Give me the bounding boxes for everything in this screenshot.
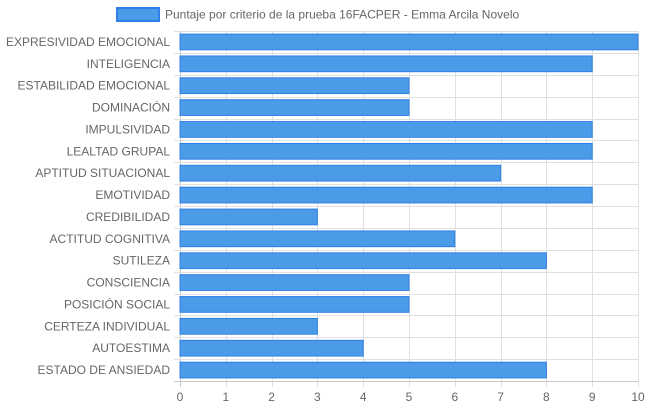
category-label: IMPULSIVIDAD bbox=[85, 122, 170, 136]
x-tick-label: 3 bbox=[314, 390, 321, 404]
x-tick-label: 9 bbox=[589, 390, 596, 404]
category-label: CONSCIENCIA bbox=[87, 276, 170, 290]
x-tick-label: 8 bbox=[543, 390, 550, 404]
bar[interactable] bbox=[179, 317, 318, 335]
x-tick-label: 2 bbox=[268, 390, 275, 404]
x-tick-label: 0 bbox=[177, 390, 184, 404]
category-label: DOMINACIÓN bbox=[92, 100, 170, 115]
bar[interactable] bbox=[179, 77, 410, 95]
bar[interactable] bbox=[179, 55, 593, 73]
category-label: EXPRESIVIDAD EMOCIONAL bbox=[6, 35, 170, 49]
x-tick-label: 10 bbox=[631, 390, 645, 404]
bar[interactable] bbox=[179, 33, 639, 51]
bar[interactable] bbox=[179, 339, 364, 357]
category-label: APTITUD SITUACIONAL bbox=[35, 166, 170, 180]
category-label: ACTITUD COGNITIVA bbox=[50, 232, 170, 246]
category-label: AUTOESTIMA bbox=[92, 341, 170, 355]
legend-swatch bbox=[116, 7, 160, 22]
bar[interactable] bbox=[179, 252, 547, 270]
bar[interactable] bbox=[179, 99, 410, 116]
x-tick-label: 7 bbox=[497, 390, 504, 404]
legend-label: Puntaje por criterio de la prueba 16FACP… bbox=[165, 8, 519, 22]
bar[interactable] bbox=[179, 208, 318, 226]
bar[interactable] bbox=[179, 164, 502, 182]
bars bbox=[179, 33, 639, 379]
category-labels: EXPRESIVIDAD EMOCIONAL INTELIGENCIA ESTABI… bbox=[6, 35, 170, 377]
category-label: ESTABILIDAD EMOCIONAL bbox=[18, 79, 171, 93]
legend[interactable]: Puntaje por criterio de la prueba 16FACP… bbox=[116, 7, 519, 22]
x-tick-label: 6 bbox=[451, 390, 458, 404]
category-label: CERTEZA INDIVIDUAL bbox=[44, 319, 170, 333]
bar[interactable] bbox=[179, 121, 593, 138]
category-label: CREDIBILIDAD bbox=[86, 210, 170, 224]
category-label: LEALTAD GRUPAL bbox=[67, 144, 171, 158]
category-label: SUTILEZA bbox=[113, 254, 170, 268]
x-tick-label: 5 bbox=[406, 390, 413, 404]
category-label: ESTADO DE ANSIEDAD bbox=[38, 363, 171, 377]
bar[interactable] bbox=[179, 361, 547, 379]
x-axis-ticks: 0 1 2 3 4 5 6 7 8 9 10 bbox=[177, 390, 645, 404]
bar[interactable] bbox=[179, 186, 593, 204]
category-label: INTELIGENCIA bbox=[87, 57, 170, 71]
x-tick-label: 1 bbox=[222, 390, 229, 404]
bar[interactable] bbox=[179, 274, 410, 291]
bar[interactable] bbox=[179, 296, 410, 313]
bar[interactable] bbox=[179, 230, 456, 248]
bar[interactable] bbox=[179, 142, 593, 160]
category-label: EMOTIVIDAD bbox=[95, 188, 170, 202]
category-label: POSICIÓN SOCIAL bbox=[64, 296, 170, 311]
x-tick-label: 4 bbox=[360, 390, 367, 404]
